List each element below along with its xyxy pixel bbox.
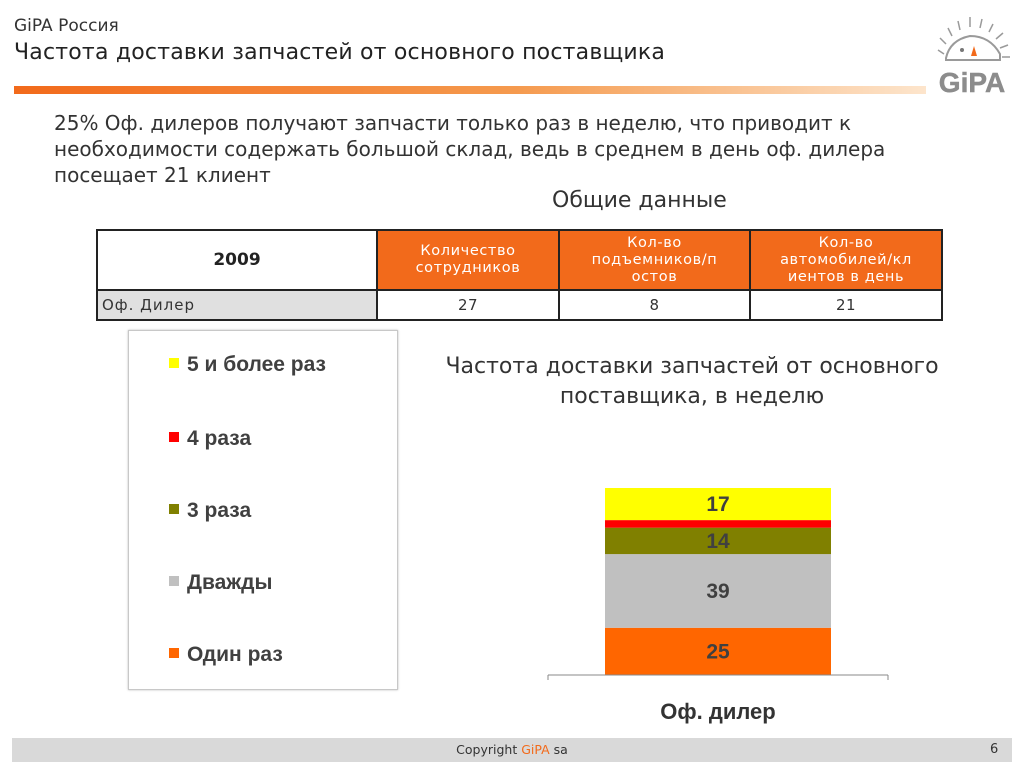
- column-header: Кол-во автомобилей/кл иентов в день: [749, 229, 943, 291]
- stacked-bar-chart: 25 39 14 17 Оф. дилер: [547, 488, 889, 724]
- category-label: Оф. дилер: [660, 699, 775, 724]
- bar-segment: [605, 627, 831, 675]
- page-title: Частота доставки запчастей от основного …: [14, 40, 666, 65]
- company-label: GiPA Россия: [14, 16, 119, 36]
- bar-segment: [605, 554, 831, 628]
- legend-swatch: [169, 432, 179, 442]
- legend-swatch: [169, 358, 179, 368]
- table-row: Оф. Дилер 27 8 21: [96, 289, 943, 321]
- intro-text: 25% Оф. дилеров получают запчасти только…: [54, 111, 886, 187]
- bar-segment: [605, 488, 831, 521]
- legend-item: 3 раза: [169, 499, 251, 523]
- table-header-row: 2009 Количество сотрудников Кол-во подъемн…: [96, 229, 943, 291]
- year-header: 2009: [96, 229, 378, 291]
- legend-item: Дважды: [169, 571, 272, 595]
- row-label: Оф. Дилер: [96, 289, 378, 321]
- bar-segment: [605, 520, 831, 528]
- logo-text: GiPA: [939, 67, 1005, 98]
- data-label: 25: [706, 640, 730, 663]
- legend-item: 4 раза: [169, 427, 251, 451]
- gipa-logo: GiPA: [937, 17, 1010, 98]
- overall-label: Общие данные: [552, 188, 727, 213]
- data-table: 2009 Количество сотрудников Кол-во подъемн…: [96, 229, 943, 321]
- chart-legend: 5 и более раз 4 раза 3 раза Дважды Один …: [128, 330, 398, 690]
- legend-swatch: [169, 504, 179, 514]
- chart-title: Частота доставки запчастей от основного п…: [445, 354, 939, 409]
- column-header: Количество сотрудников: [376, 229, 560, 291]
- footer-bar: [12, 738, 1012, 762]
- data-label: 17: [706, 493, 729, 516]
- table-cell: 27: [376, 289, 560, 321]
- legend-item: Один раз: [169, 643, 283, 667]
- legend-swatch: [169, 648, 179, 658]
- header-divider: [14, 86, 926, 94]
- page-number: 6: [990, 742, 999, 757]
- column-header: Кол-во подъемников/п остов: [558, 229, 751, 291]
- copyright: Copyright GiPA sa: [456, 742, 568, 757]
- table-cell: 21: [749, 289, 943, 321]
- table-cell: 8: [558, 289, 751, 321]
- hedgehog-icon: [945, 34, 1001, 61]
- bar-segment: [605, 527, 831, 555]
- data-label: 39: [706, 580, 729, 603]
- data-label: 14: [706, 530, 730, 553]
- legend-swatch: [169, 576, 179, 586]
- sun-rays-icon: [937, 17, 1010, 58]
- legend-item: 5 и более раз: [169, 353, 326, 377]
